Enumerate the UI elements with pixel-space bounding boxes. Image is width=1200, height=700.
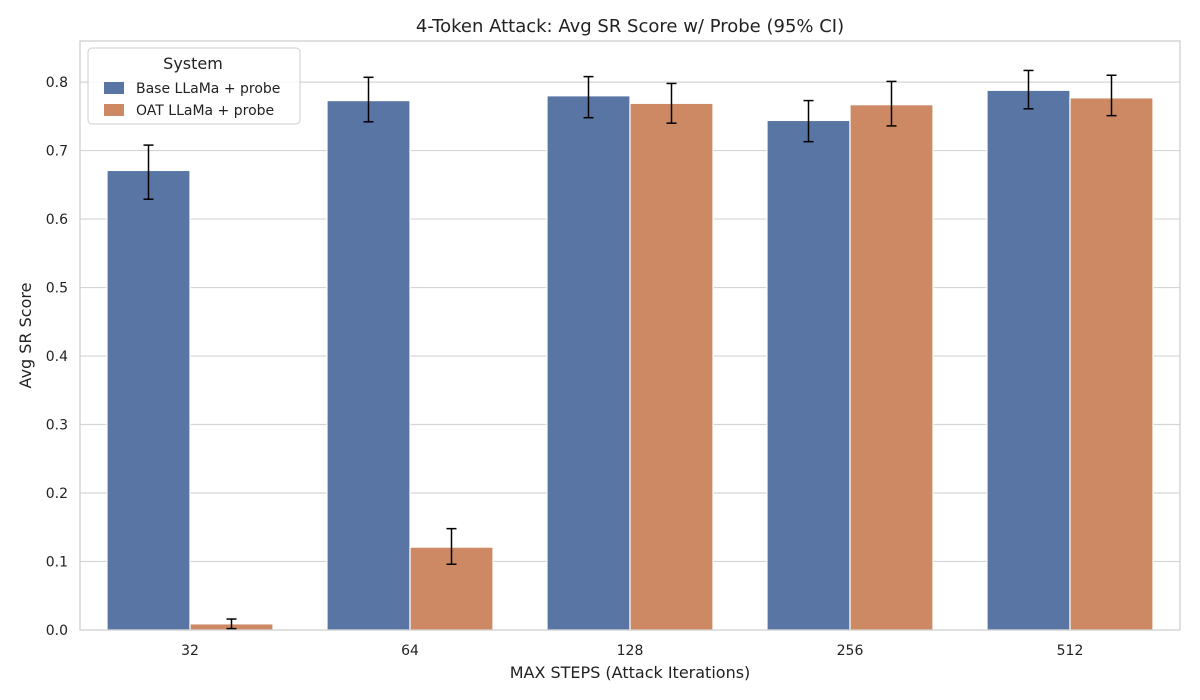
y-tick-label: 0.1 [46,555,68,571]
bar [546,95,631,631]
y-tick-label: 0.5 [46,281,68,297]
plot-frame [79,40,1181,631]
bar [326,99,411,631]
chart-title: 4-Token Attack: Avg SR Score w/ Probe (9… [416,16,844,37]
bar [629,102,714,631]
error-bars [143,69,1117,630]
y-tick-label: 0.6 [46,212,68,228]
x-tick-label: 32 [181,643,199,659]
x-tick-label: 512 [1057,643,1084,659]
x-tick-label: 64 [401,643,419,659]
legend-label-base: Base LLaMa + probe [136,81,280,97]
bar [1069,97,1154,631]
bar [766,119,851,631]
y-tick-label: 0.2 [46,486,68,502]
x-tick-label: 128 [617,643,644,659]
legend-box [87,47,301,125]
bar [849,104,934,631]
y-axis-label: Avg SR Score [16,283,35,389]
y-tick-label: 0.8 [46,75,68,91]
legend-label-oat: OAT LLaMa + probe [136,103,274,119]
y-tick-label: 0.0 [46,623,68,639]
y-tick-labels: 0.0 0.1 0.2 0.3 0.4 0.5 0.6 0.7 0.8 [46,75,68,639]
x-tick-label: 256 [837,643,864,659]
bar [986,89,1071,631]
legend-swatch-oat [104,104,124,116]
legend-title: System [163,54,223,73]
y-tick-label: 0.3 [46,418,68,434]
bar [106,169,191,631]
y-tick-label: 0.7 [46,144,68,160]
x-axis-label: MAX STEPS (Attack Iterations) [510,663,751,682]
legend-swatch-base [104,82,124,94]
y-tick-label: 0.4 [46,349,68,365]
legend: System Base LLaMa + probe OAT LLaMa + pr… [87,47,301,125]
bars [106,89,1154,631]
x-tick-labels: 32 64 128 256 512 [181,643,1083,659]
